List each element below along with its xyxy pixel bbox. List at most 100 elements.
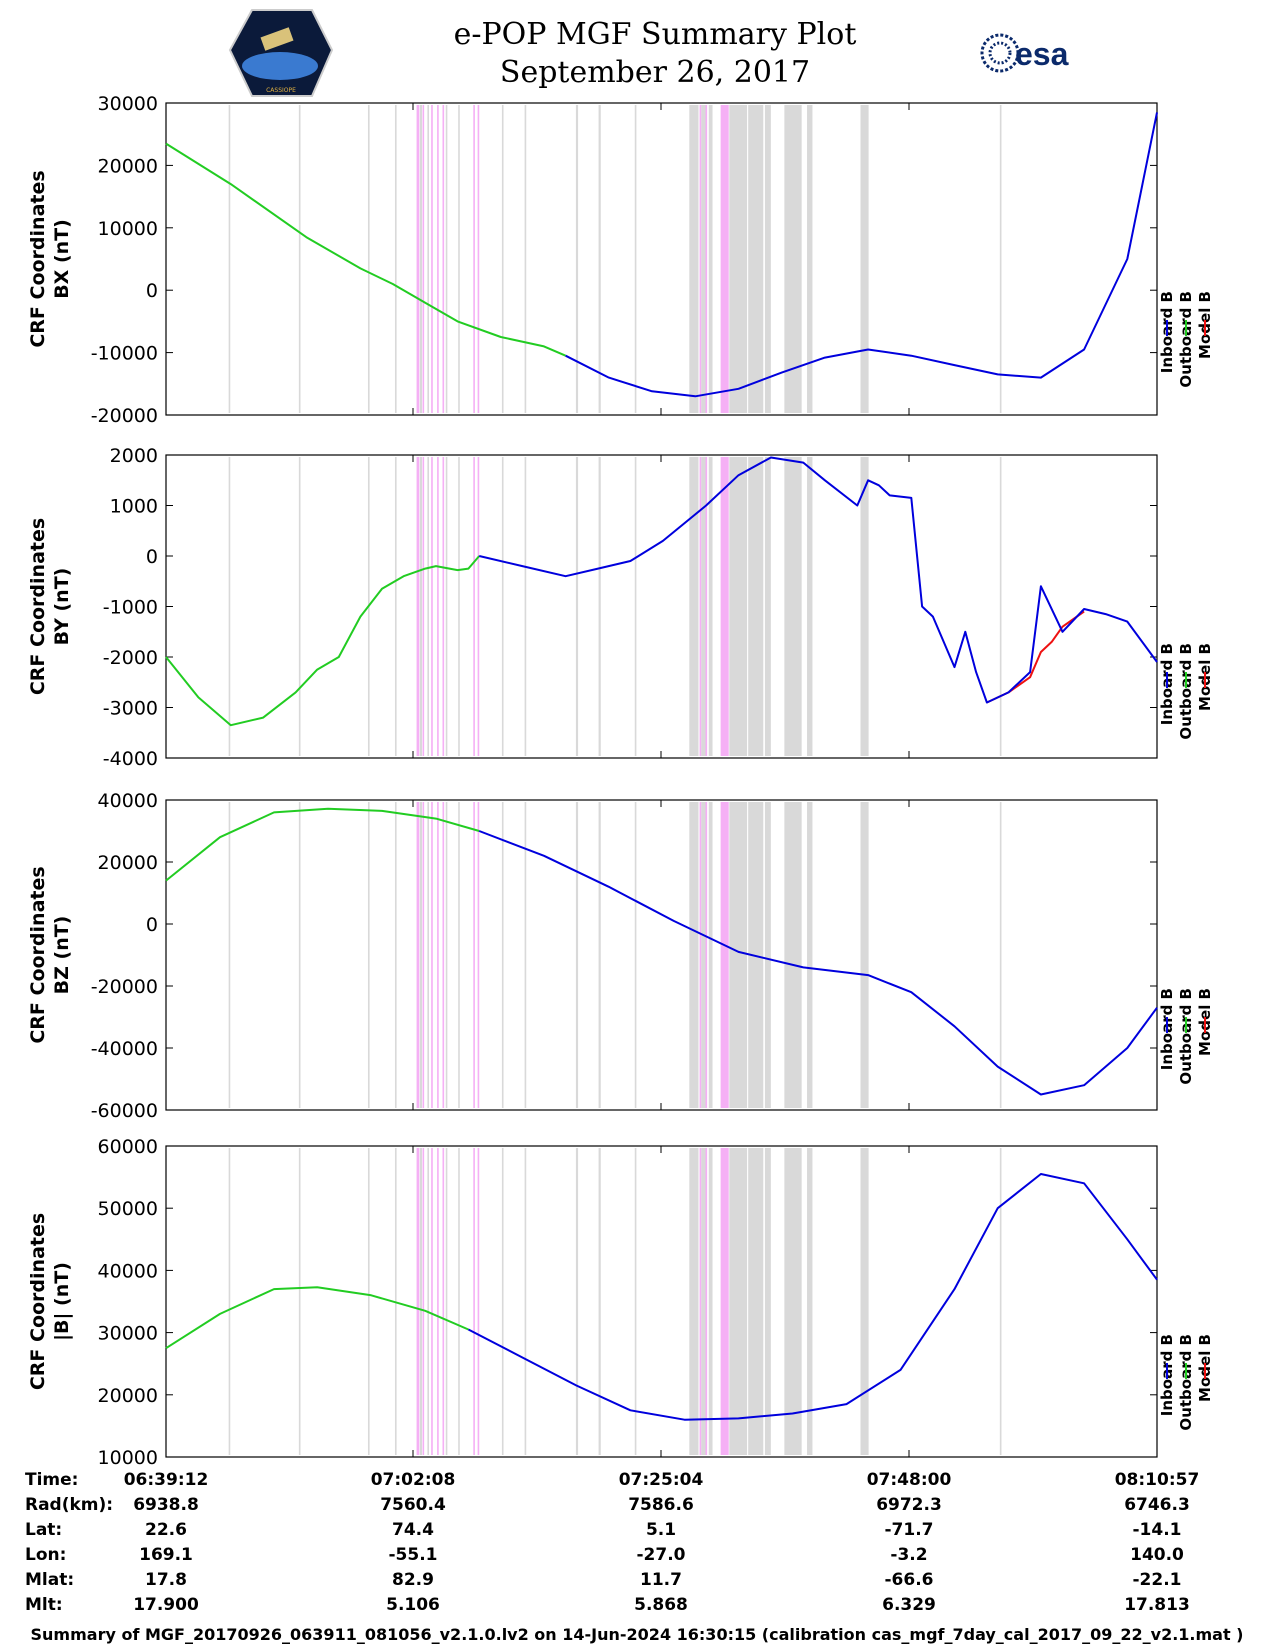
y-axis-unit: BX (nT) <box>51 219 73 299</box>
series-line-inboard-b <box>565 112 1158 398</box>
y-tick-label: 60000 <box>98 1136 158 1158</box>
page-subtitle-date: September 26, 2017 <box>500 55 810 90</box>
pink-band <box>442 105 445 413</box>
y-tick-label: 10000 <box>98 1447 158 1469</box>
gray-band <box>634 802 637 1108</box>
plot-frame <box>165 1145 1158 1458</box>
info-row-value: -3.2 <box>890 1545 927 1565</box>
panel-2: -4000 -3000 -2000 -1000 0 1000 2000 CRF Coordin… <box>27 445 1214 770</box>
panel-4: 10000 20000 30000 40000 50000 60000 CRF Coordi… <box>27 1136 1214 1469</box>
gray-band <box>701 457 707 756</box>
gray-band <box>764 105 771 413</box>
y-tick-label: 30000 <box>98 93 158 115</box>
gray-band <box>575 802 579 1108</box>
gray-band <box>524 457 527 756</box>
gray-band <box>708 105 713 413</box>
info-row-value: -22.1 <box>1133 1570 1182 1590</box>
gray-band <box>394 105 397 413</box>
legend-label: Outboard B <box>1177 988 1195 1085</box>
info-row-value: 11.7 <box>640 1570 682 1590</box>
time-tick-label: 06:39:12 <box>124 1470 209 1490</box>
info-row-value: 74.4 <box>392 1520 434 1540</box>
gray-band <box>784 105 802 413</box>
esa-logo: esa <box>980 33 1069 73</box>
gray-band <box>999 1148 1002 1455</box>
pink-band <box>720 802 729 1108</box>
gray-band <box>501 105 504 413</box>
gray-band <box>501 1148 504 1455</box>
info-row-value: 5.868 <box>634 1595 688 1615</box>
gray-band <box>598 1148 601 1455</box>
series-line-outboard-b <box>165 555 480 727</box>
info-row-value: 140.0 <box>1130 1545 1184 1565</box>
gray-band <box>228 457 231 756</box>
header: CASSIOPE e-POP MGF Summary Plot Septembe… <box>228 9 1069 97</box>
y-tick-label: -60000 <box>91 1100 158 1122</box>
pink-band <box>699 802 702 1108</box>
info-row-value: 6972.3 <box>876 1495 942 1515</box>
series-line-outboard-b <box>165 807 480 882</box>
gray-band <box>708 1148 713 1455</box>
y-tick-label: -1000 <box>103 597 158 619</box>
gray-band <box>367 802 370 1108</box>
info-row-value: 7586.6 <box>628 1495 694 1515</box>
gray-band <box>807 105 813 413</box>
series-line-inboard-b <box>467 1173 1158 1421</box>
pink-band <box>437 802 439 1108</box>
pink-band <box>477 802 480 1108</box>
gray-band <box>298 105 301 413</box>
y-axis-title: CRF Coordinates <box>27 866 49 1043</box>
gray-band <box>427 105 430 413</box>
info-row-value: -55.1 <box>389 1545 438 1565</box>
pink-band <box>705 1148 708 1455</box>
plot-frame <box>165 799 1158 1111</box>
gray-band <box>427 802 430 1108</box>
time-tick-label: 08:10:57 <box>1115 1470 1200 1490</box>
info-row-label: Mlt: <box>25 1595 63 1615</box>
pink-band <box>705 457 708 756</box>
info-row-label: Lon: <box>25 1545 66 1565</box>
panel-3: -60000 -40000 -20000 0 20000 40000 CRF Coordin… <box>27 790 1214 1122</box>
gray-band <box>367 105 370 413</box>
gray-band <box>784 457 802 756</box>
gray-band <box>729 802 748 1108</box>
info-row-value: 82.9 <box>392 1570 434 1590</box>
time-label: Time: <box>25 1470 78 1490</box>
y-tick-label: 30000 <box>98 1323 158 1345</box>
pink-band <box>416 1148 420 1455</box>
gray-band <box>701 802 707 1108</box>
gray-band <box>748 105 764 413</box>
y-axis-unit: BZ (nT) <box>51 916 73 995</box>
gray-band <box>764 802 771 1108</box>
y-tick-label: 40000 <box>98 790 158 812</box>
gray-band <box>689 105 699 413</box>
info-row-value: 6938.8 <box>133 1495 199 1515</box>
gray-band <box>575 457 579 756</box>
gray-band <box>689 802 699 1108</box>
y-tick-label: -3000 <box>103 698 158 720</box>
gray-band <box>807 457 813 756</box>
info-row-label: Rad(km): <box>25 1495 113 1515</box>
info-row-value: -27.0 <box>637 1545 686 1565</box>
gray-band <box>860 802 869 1108</box>
gray-band <box>999 802 1002 1108</box>
info-row-value: 169.1 <box>139 1545 193 1565</box>
gray-band <box>689 1148 699 1455</box>
gray-band <box>524 105 527 413</box>
gray-band <box>228 105 231 413</box>
pink-band <box>720 105 729 413</box>
gray-band <box>419 105 422 413</box>
pink-band <box>416 105 420 413</box>
gray-band <box>427 457 430 756</box>
gray-band <box>458 1148 460 1455</box>
gray-band <box>298 457 301 756</box>
legend-label: Outboard B <box>1177 643 1195 740</box>
info-row-value: 17.900 <box>133 1595 199 1615</box>
pink-band <box>477 105 480 413</box>
info-rows: 06:39:12 07:02:08 07:25:04 07:48:00 08:10:57… <box>25 1470 1199 1615</box>
pink-band <box>437 457 439 756</box>
gray-band <box>524 802 527 1108</box>
y-tick-label: -2000 <box>103 647 158 669</box>
y-tick-label: -20000 <box>91 405 158 427</box>
